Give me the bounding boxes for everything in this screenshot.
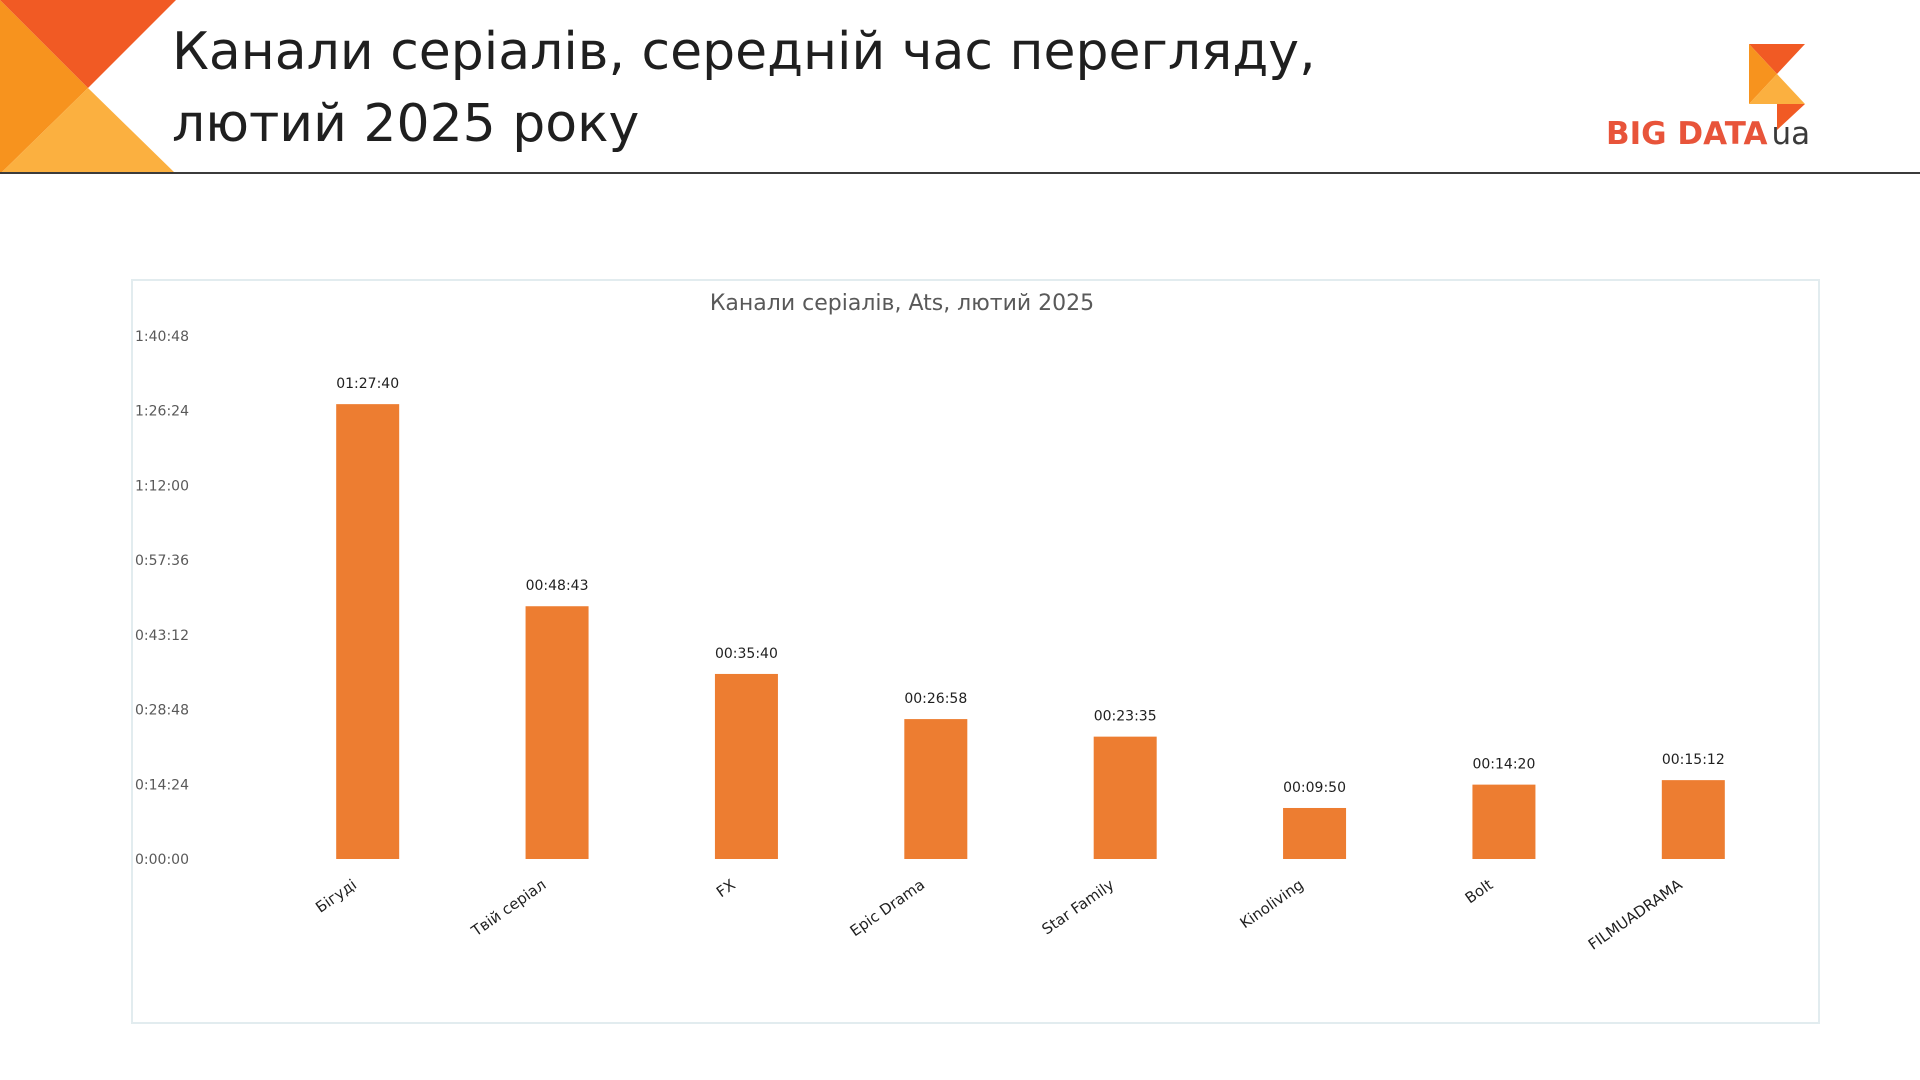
x-tick-label: Star Family xyxy=(1039,875,1118,938)
bar xyxy=(336,404,400,859)
bar-data-label: 00:15:12 xyxy=(1662,752,1725,768)
y-tick-label: 0:14:24 xyxy=(135,777,189,793)
bar-data-label: 00:48:43 xyxy=(526,578,589,594)
bar xyxy=(1283,807,1347,859)
x-tick-label: Kinoliving xyxy=(1237,876,1307,933)
bar-data-label: 00:09:50 xyxy=(1283,780,1346,796)
x-tick-label: Bolt xyxy=(1462,875,1497,907)
header-divider xyxy=(0,172,1920,174)
logo-brand-text: BIG DATA xyxy=(1606,116,1768,152)
x-tick-label: Твій серіал xyxy=(467,876,549,941)
y-tick-label: 0:00:00 xyxy=(135,852,189,868)
y-tick-label: 0:43:12 xyxy=(135,628,189,644)
y-tick-label: 1:40:48 xyxy=(135,329,189,345)
bar-data-label: 00:35:40 xyxy=(715,646,778,662)
bar-data-label: 00:14:20 xyxy=(1472,757,1535,773)
x-tick-label: FILMUADRAMA xyxy=(1585,875,1686,954)
y-tick-label: 0:28:48 xyxy=(135,703,189,719)
bar xyxy=(904,719,968,859)
logo-tld-text: ua xyxy=(1771,116,1811,152)
bar-chart: Канали серіалів, Ats, лютий 2025 0:00:00 0… xyxy=(135,291,1725,954)
bar xyxy=(714,673,778,859)
bar xyxy=(1472,784,1536,859)
corner-decoration xyxy=(0,0,176,174)
x-tick-label: FX xyxy=(713,876,739,902)
bar-data-label: 01:27:40 xyxy=(336,376,399,392)
bar xyxy=(1661,780,1725,859)
y-tick-label: 1:12:00 xyxy=(135,478,189,494)
chart-container: Канали серіалів, Ats, лютий 2025 0:00:00 0… xyxy=(131,279,1820,1024)
x-tick-label: Бігуді xyxy=(312,876,360,917)
bar xyxy=(525,606,589,859)
x-tick-label: Epic Drama xyxy=(847,876,929,941)
chart-title: Канали серіалів, Ats, лютий 2025 xyxy=(710,291,1094,316)
y-tick-label: 0:57:36 xyxy=(135,553,189,569)
bar-data-label: 00:23:35 xyxy=(1094,709,1157,725)
big-data-logo: BIG DATA ua xyxy=(1600,44,1840,162)
logo-wordmark: BIG DATA ua xyxy=(1606,116,1810,152)
bar-data-label: 00:26:58 xyxy=(904,691,967,707)
page-title-line-2: лютий 2025 року xyxy=(172,94,640,154)
y-tick-label: 1:26:24 xyxy=(135,404,189,420)
page-title: Канали серіалів, середній час перегляду,… xyxy=(172,16,1472,160)
bar xyxy=(1093,736,1157,859)
page-title-line-1: Канали серіалів, середній час перегляду, xyxy=(172,22,1316,82)
logo-mark-icon xyxy=(1749,44,1805,130)
